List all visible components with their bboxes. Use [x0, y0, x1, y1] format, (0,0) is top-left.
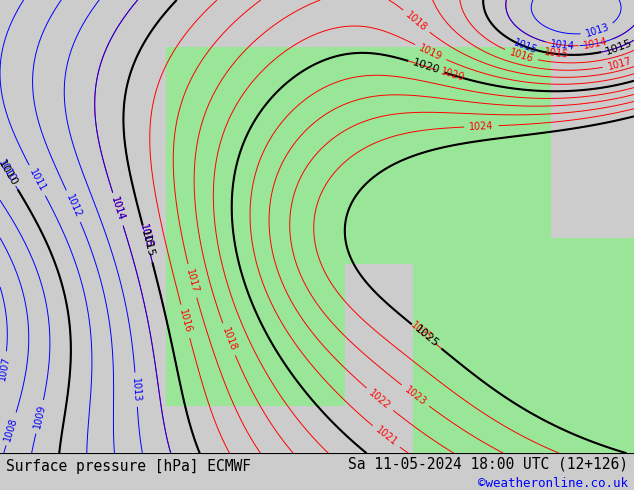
Text: 1025: 1025	[413, 324, 441, 349]
Text: 1013: 1013	[131, 377, 142, 402]
Text: ©weatheronline.co.uk: ©weatheronline.co.uk	[477, 477, 628, 490]
Text: 1014: 1014	[583, 36, 609, 51]
Text: 1012: 1012	[64, 193, 83, 220]
Text: 1022: 1022	[367, 388, 392, 411]
Text: Sa 11-05-2024 18:00 UTC (12+126): Sa 11-05-2024 18:00 UTC (12+126)	[347, 456, 628, 471]
Text: 1021: 1021	[373, 425, 399, 448]
Text: 1015: 1015	[138, 223, 153, 250]
Text: 1017: 1017	[184, 268, 200, 294]
Text: 1007: 1007	[0, 355, 11, 381]
Text: 1018: 1018	[404, 9, 429, 33]
Text: 1011: 1011	[27, 167, 48, 194]
Text: 1016: 1016	[508, 47, 534, 64]
Text: 1015: 1015	[513, 38, 540, 56]
Text: 1015: 1015	[139, 229, 156, 259]
Text: 1010: 1010	[0, 158, 17, 184]
Text: 1018: 1018	[220, 326, 238, 353]
Text: 1020: 1020	[411, 58, 441, 76]
Text: 1025: 1025	[408, 320, 434, 343]
Text: 1024: 1024	[469, 121, 494, 132]
Text: 1014: 1014	[110, 196, 126, 222]
Text: 1015: 1015	[604, 37, 634, 56]
Text: 1014: 1014	[110, 196, 126, 222]
Text: 1016: 1016	[178, 308, 193, 335]
Text: 1010: 1010	[0, 159, 20, 188]
Text: 1015: 1015	[138, 223, 153, 250]
Text: 1014: 1014	[550, 39, 575, 51]
Text: Surface pressure [hPa] ECMWF: Surface pressure [hPa] ECMWF	[6, 459, 251, 474]
Text: 1023: 1023	[403, 384, 428, 407]
Text: 1015: 1015	[543, 48, 569, 60]
Text: 1013: 1013	[585, 22, 611, 39]
Text: 1017: 1017	[607, 55, 633, 72]
Text: 1009: 1009	[32, 404, 48, 430]
Text: 1020: 1020	[439, 67, 466, 83]
Text: 1019: 1019	[417, 43, 444, 62]
Text: 1008: 1008	[3, 416, 20, 442]
